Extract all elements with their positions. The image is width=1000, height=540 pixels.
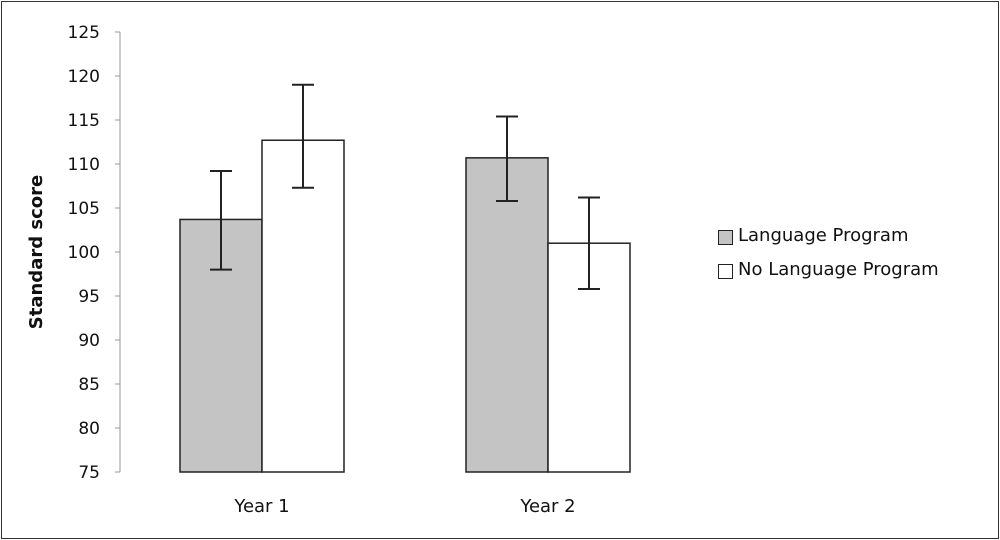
y-axis-title: Standard score — [26, 175, 47, 329]
y-axis-ticks: 75 80 85 90 95 100 105 110 115 120 125 — [68, 23, 120, 483]
y-tick-label: 85 — [78, 375, 100, 395]
y-tick-label: 95 — [78, 287, 100, 307]
legend-swatch-language-program — [718, 230, 733, 245]
y-tick-label: 75 — [78, 463, 100, 483]
y-tick-label: 90 — [78, 331, 100, 351]
error-bars-group — [210, 83, 600, 290]
legend-label-language-program: Language Program — [738, 225, 909, 246]
x-category-label: Year 1 — [233, 496, 289, 517]
x-axis-categories: Year 1 Year 2 — [233, 496, 575, 517]
x-category-label: Year 2 — [519, 496, 575, 517]
y-tick-label: 110 — [68, 155, 100, 175]
y-tick-label: 125 — [68, 23, 100, 43]
legend-label-no-language-program: No Language Program — [738, 259, 939, 280]
y-tick-label: 100 — [68, 243, 100, 263]
bar-no-language-program — [261, 139, 345, 473]
bars-group — [179, 139, 631, 473]
y-tick-label: 120 — [68, 67, 100, 87]
bar-language-program — [465, 157, 549, 473]
y-tick-label: 115 — [68, 111, 100, 131]
legend-swatch-no-language-program — [718, 264, 733, 279]
bar-language-program — [179, 218, 263, 473]
y-tick-label: 80 — [78, 419, 100, 439]
y-tick-label: 105 — [68, 199, 100, 219]
